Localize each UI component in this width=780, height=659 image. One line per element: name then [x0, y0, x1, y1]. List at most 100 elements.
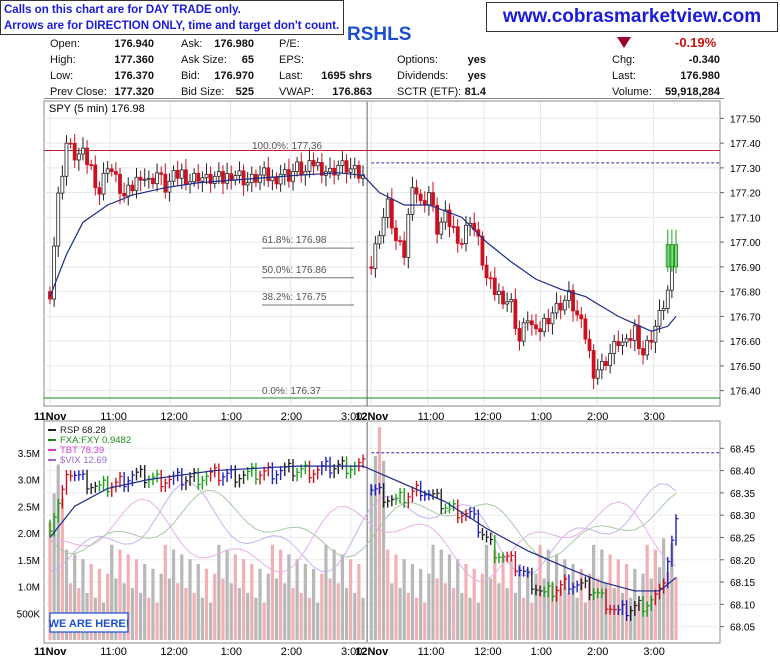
volume-bar [571, 564, 575, 640]
candle-body [352, 165, 357, 170]
candle-body [550, 312, 555, 325]
candle-body [138, 176, 143, 181]
volume-bar [147, 597, 151, 640]
change-percent: -0.19% [675, 35, 717, 50]
price-moving-average [49, 172, 677, 332]
candle-body [455, 226, 460, 244]
lower-y-tick-right: 68.45 [730, 444, 755, 455]
header-divider [44, 98, 724, 99]
volume-bar [250, 564, 254, 640]
candle-body [661, 308, 666, 311]
candle-body [542, 317, 547, 333]
volume-bar [645, 544, 649, 640]
fib-label: 50.0%: 176.86 [262, 265, 327, 276]
candle-body [130, 184, 135, 192]
candle-body [389, 198, 394, 229]
candle-body [414, 187, 419, 195]
price-chart-title: SPY (5 min) 176.98 [49, 103, 145, 115]
volume-bar [414, 597, 419, 640]
volume-bar [89, 564, 93, 640]
ask-label: Ask: [181, 38, 203, 50]
candle-body [422, 200, 427, 206]
lower-y-tick-left: 3.0M [18, 476, 40, 487]
candle-body [406, 214, 411, 258]
candle-body [229, 173, 234, 181]
candle-body [534, 324, 538, 330]
volume-bar [48, 522, 52, 640]
volume-bar [68, 583, 73, 640]
open-value: 176.940 [114, 38, 154, 50]
candle-body [583, 318, 588, 340]
volume-bar [534, 573, 538, 640]
site-url-link[interactable]: www.cobrasmarketview.com [486, 2, 778, 32]
options-value: yes [467, 54, 486, 66]
volume-bar [209, 602, 213, 640]
volume-bar [316, 602, 320, 640]
lower-x-tick: 2:00 [587, 646, 608, 658]
price-plot-frame [43, 100, 721, 407]
volume-bar [447, 554, 452, 640]
candle-body [344, 160, 349, 173]
vwap-label: VWAP: [279, 86, 315, 98]
candle-body [599, 361, 604, 371]
candle-body [418, 193, 423, 201]
candle-body [529, 320, 534, 326]
volume-bar [472, 568, 476, 640]
volume-bar [204, 568, 209, 640]
candle-body [398, 240, 402, 243]
volume-bar [390, 583, 394, 640]
volume-bar [575, 597, 579, 640]
candle-body [649, 339, 654, 343]
legend-entry: $VIX 12.69 [60, 455, 107, 466]
volume-bar [332, 549, 336, 640]
volume-bar [666, 572, 670, 640]
volume-bar [377, 427, 382, 640]
candle-body [192, 172, 197, 183]
volume-bar [64, 549, 69, 640]
lower-y-ticks: 68.05 68.10 68.15 68.20 68.25 68.30 68.35 68.40… [17, 444, 756, 633]
price-x-tick: 3:00 [643, 411, 664, 423]
candle-body [591, 350, 596, 379]
candle-body [538, 328, 542, 333]
candle-body [245, 182, 250, 186]
volume-bar [344, 588, 349, 640]
volume-bar [435, 578, 439, 640]
volume-bar [196, 564, 200, 640]
vix-line [49, 481, 677, 577]
candle-body [179, 169, 184, 179]
price-x-tick: 2:00 [587, 411, 608, 423]
candle-body [484, 264, 489, 279]
candle-body [307, 160, 312, 172]
candle-body [513, 299, 518, 329]
candle-body [200, 177, 205, 182]
volume-bar [373, 455, 377, 640]
candle-body [356, 165, 361, 179]
volume-bar [402, 559, 406, 640]
candle-body [221, 171, 225, 184]
volume-bar [229, 583, 233, 640]
volume-bar [406, 592, 410, 640]
prev-close-value: 177.320 [114, 86, 154, 98]
volume-bar [52, 493, 56, 640]
candle-body [60, 175, 65, 194]
volume-bar [97, 568, 102, 640]
volume-bar [225, 549, 229, 640]
price-y-tick: 177.00 [730, 238, 761, 249]
lower-y-tick-left: 1.0M [18, 583, 40, 594]
volume-bar [349, 559, 353, 640]
candle-body [579, 314, 584, 320]
volume-bar [431, 544, 435, 640]
price-chart: 100.0%: 177.36 61.8%: 176.98 50.0%: 176.86… [34, 100, 761, 423]
last-value: 176.980 [680, 70, 720, 82]
volume-bar [427, 573, 431, 640]
candle-body [497, 290, 501, 295]
volume-bar [480, 573, 485, 640]
volume-bar [188, 559, 192, 640]
volume-bar [311, 568, 316, 640]
sctr-value: 81.4 [464, 86, 486, 98]
candle-body [134, 176, 139, 192]
volume-bar [513, 592, 517, 640]
volume-bar [56, 464, 60, 640]
volume-bar [567, 592, 571, 640]
candle-body [299, 161, 304, 176]
